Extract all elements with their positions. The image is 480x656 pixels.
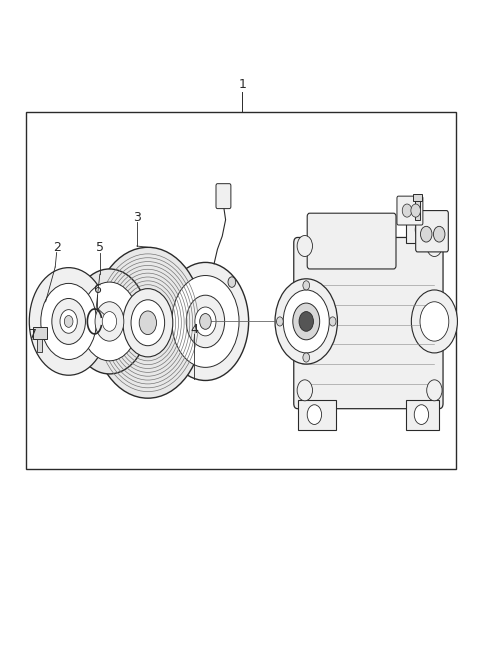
- Circle shape: [299, 312, 313, 331]
- Circle shape: [293, 303, 320, 340]
- Bar: [37, 339, 42, 352]
- Circle shape: [415, 221, 428, 238]
- Circle shape: [402, 204, 412, 217]
- Polygon shape: [406, 216, 439, 243]
- Polygon shape: [298, 400, 336, 430]
- Circle shape: [71, 269, 148, 374]
- Text: 2: 2: [53, 241, 60, 255]
- Circle shape: [162, 262, 249, 380]
- Text: 5: 5: [96, 241, 104, 255]
- Circle shape: [186, 295, 225, 348]
- Circle shape: [275, 279, 337, 364]
- Circle shape: [297, 236, 312, 256]
- FancyBboxPatch shape: [416, 211, 448, 252]
- Polygon shape: [406, 400, 439, 430]
- Circle shape: [139, 311, 156, 335]
- Circle shape: [297, 380, 312, 401]
- Circle shape: [433, 226, 445, 242]
- Circle shape: [276, 317, 283, 326]
- Circle shape: [200, 314, 211, 329]
- Bar: [33, 327, 47, 339]
- Circle shape: [414, 405, 429, 424]
- Circle shape: [411, 290, 457, 353]
- Circle shape: [411, 204, 420, 217]
- Circle shape: [52, 298, 85, 344]
- Bar: [415, 200, 420, 220]
- Circle shape: [427, 236, 442, 256]
- Circle shape: [81, 282, 138, 361]
- Text: 7: 7: [29, 328, 36, 341]
- Circle shape: [60, 310, 77, 333]
- Text: 1: 1: [239, 77, 246, 91]
- Circle shape: [303, 281, 310, 290]
- Text: 6: 6: [94, 283, 101, 297]
- Circle shape: [64, 316, 73, 327]
- Circle shape: [307, 405, 322, 424]
- Circle shape: [29, 268, 108, 375]
- Circle shape: [283, 290, 329, 353]
- Circle shape: [427, 380, 442, 401]
- Circle shape: [123, 289, 173, 357]
- Circle shape: [420, 226, 432, 242]
- Circle shape: [95, 302, 124, 341]
- Circle shape: [420, 302, 449, 341]
- Text: 3: 3: [133, 211, 141, 224]
- FancyBboxPatch shape: [307, 213, 396, 269]
- Text: 4: 4: [191, 323, 198, 336]
- Bar: [26, 112, 456, 469]
- FancyBboxPatch shape: [294, 237, 443, 409]
- FancyBboxPatch shape: [216, 184, 231, 209]
- Circle shape: [172, 276, 239, 367]
- Circle shape: [102, 312, 117, 331]
- Circle shape: [228, 277, 236, 287]
- Circle shape: [41, 283, 96, 359]
- Bar: [413, 194, 422, 201]
- Circle shape: [93, 247, 203, 398]
- Circle shape: [329, 317, 336, 326]
- FancyBboxPatch shape: [397, 196, 423, 225]
- Circle shape: [303, 353, 310, 362]
- Circle shape: [131, 300, 165, 346]
- Circle shape: [195, 307, 216, 336]
